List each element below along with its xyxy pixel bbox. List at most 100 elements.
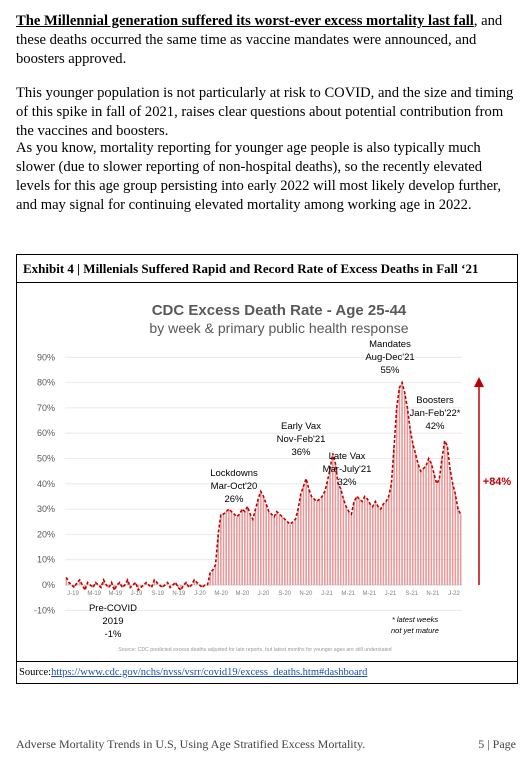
source-label: Source: [19, 667, 52, 678]
bar [331, 453, 334, 585]
bar [249, 514, 251, 585]
x-tick-label: S-21 [405, 591, 418, 597]
bar [459, 514, 462, 585]
annotation-lockdowns-label: Lockdowns [210, 468, 258, 479]
bar [321, 496, 323, 585]
bar [342, 498, 345, 585]
annotation-boosters-value: 42% [425, 421, 445, 432]
bar [193, 579, 196, 585]
bar [443, 440, 446, 585]
annotation-precovid-value: -1% [105, 629, 122, 640]
bar [273, 516, 275, 585]
bar [326, 481, 329, 585]
bar [209, 572, 212, 585]
bar [94, 582, 97, 585]
annotation-latevax-value: 32% [337, 477, 357, 488]
bar [403, 392, 406, 585]
annotation-lockdowns-value: 26% [224, 494, 244, 505]
bar [390, 483, 393, 585]
bar [300, 493, 302, 585]
bar [374, 501, 377, 585]
chart-subtitle: by week & primary public health response [149, 320, 408, 336]
bar [451, 483, 454, 585]
bar [230, 511, 233, 585]
paragraph-2: This younger population is not particula… [16, 85, 514, 139]
bar [100, 585, 102, 588]
y-tick-label: 70% [37, 403, 55, 413]
y-tick-label: 10% [37, 555, 55, 565]
bar [70, 585, 73, 586]
x-tick-label: J-21 [321, 591, 333, 597]
bar [425, 466, 427, 585]
x-tick-label: M-21 [341, 591, 355, 597]
bar [457, 509, 459, 585]
bar [302, 486, 305, 585]
bar [387, 496, 390, 585]
bar [323, 491, 326, 585]
bar [177, 585, 180, 588]
bar [347, 511, 350, 585]
annotation-mandates-label: Mandates [369, 339, 411, 350]
bar [278, 514, 281, 585]
x-tick-label: J-20 [258, 591, 270, 597]
bar [286, 521, 289, 585]
bar [385, 501, 387, 585]
bar [361, 501, 363, 585]
x-tick-label: J-21 [385, 591, 397, 597]
bar [289, 524, 291, 585]
y-tick-label: 0% [42, 580, 55, 590]
annotation-precovid-year: 2019 [102, 616, 123, 627]
bar [225, 511, 227, 585]
paragraph-1-bold: The Millennial generation suffered its w… [16, 13, 474, 29]
bar [315, 501, 318, 585]
x-tick-label: M-20 [214, 591, 228, 597]
bar [129, 585, 132, 588]
trend-line [65, 380, 462, 593]
annotation-boosters-range: Jan-Feb'22* [410, 408, 461, 419]
x-tick-label: M-19 [108, 591, 122, 597]
bar [260, 491, 262, 585]
bar [307, 488, 310, 585]
exhibit-title: Exhibit 4 | Millenials Suffered Rapid an… [17, 255, 517, 283]
bar [422, 468, 425, 585]
bar [118, 582, 121, 585]
bar [252, 519, 254, 585]
latest-note-1: * latest weeks [392, 615, 439, 624]
annotation-boosters-label: Boosters [416, 395, 454, 406]
bar [137, 585, 140, 591]
bar [180, 585, 182, 591]
x-tick-label: J-20 [194, 591, 206, 597]
y-tick-label: -10% [34, 605, 55, 615]
bar [438, 478, 441, 585]
bar [414, 453, 417, 585]
x-tick-label: S-19 [151, 591, 164, 597]
chart-title: CDC Excess Death Rate - Age 25-44 [152, 302, 407, 319]
bar [305, 478, 307, 585]
annotation-increase: +84% [483, 476, 512, 488]
annotation-precovid-label: Pre-COVID [89, 603, 137, 614]
bar [382, 504, 385, 585]
exhibit-box: Exhibit 4 | Millenials Suffered Rapid an… [16, 254, 518, 684]
bar [78, 579, 81, 585]
bar [369, 504, 371, 585]
bar [284, 519, 286, 585]
annotation-lockdowns-range: Mar-Oct'20 [211, 481, 258, 492]
bar [132, 585, 134, 586]
annotation-earlyvax-value: 36% [291, 447, 311, 458]
bar [449, 468, 451, 585]
bar [395, 407, 398, 585]
paragraph-1-rest: , and these deaths occurred the same tim… [16, 13, 503, 67]
bar [113, 585, 116, 591]
y-tick-label: 50% [37, 454, 55, 464]
bar [355, 496, 358, 585]
bar [156, 582, 158, 585]
bar [366, 498, 369, 585]
x-tick-label: M-19 [87, 591, 101, 597]
bar [379, 509, 382, 585]
bar [433, 473, 435, 585]
x-tick-label: J-22 [448, 591, 460, 597]
bar [393, 445, 395, 585]
bar [297, 509, 299, 585]
bar [358, 498, 361, 585]
source-link[interactable]: https://www.cdc.gov/nchs/nvss/vsrr/covid… [51, 667, 368, 678]
